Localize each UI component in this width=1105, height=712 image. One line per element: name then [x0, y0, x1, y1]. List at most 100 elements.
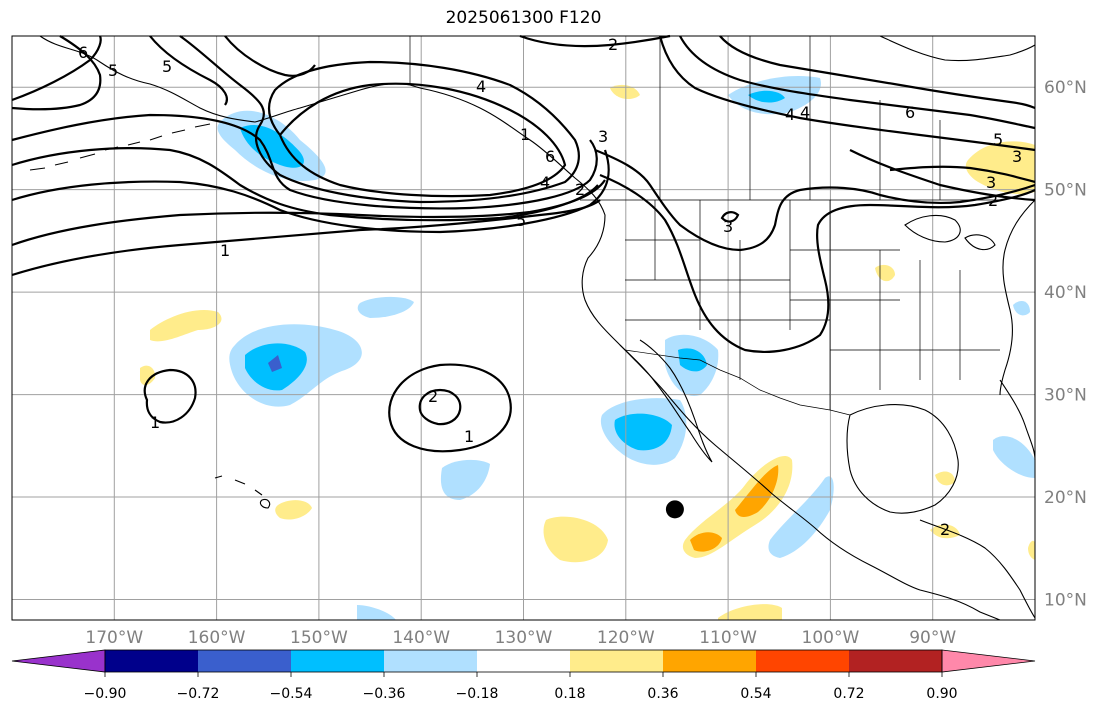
- contour-label: 6: [905, 103, 915, 122]
- colorbar-tick-label: −0.36: [363, 686, 406, 702]
- colorbar-segment: [570, 650, 664, 672]
- aleutian-islands: [29, 123, 211, 171]
- contour-line: [658, 35, 1036, 152]
- contour-label: 2: [608, 35, 618, 54]
- baja-peninsula: [619, 339, 713, 463]
- colorbar-segment: [384, 650, 478, 672]
- pos-anomaly-subtropical-2: [140, 365, 156, 386]
- neg-anomaly-small-2: [440, 459, 490, 500]
- contour-labels: 6 5 4 3 2 1 2 1 1 2 3 4 5 6 5 4 3 2 4 3 …: [78, 35, 1022, 539]
- contour-label: 4: [800, 103, 810, 122]
- map-title: 2025061300 F120: [445, 8, 602, 28]
- storm-center-marker: [665, 500, 684, 519]
- contour-line: [599, 173, 1036, 353]
- pos-anomaly-subtropical-1: [150, 310, 222, 342]
- longitude-tick-label: 90°W: [909, 628, 956, 648]
- contour-label: 3: [723, 217, 733, 236]
- contour-line: [594, 148, 1036, 252]
- neg-anomaly-gulf: [993, 436, 1035, 478]
- map-frame: [11, 35, 1036, 621]
- colorbar-segment: [477, 650, 571, 672]
- longitude-tick-label: 140°W: [392, 628, 450, 648]
- latitude-tick-label: 20°N: [1044, 488, 1087, 508]
- pos-anomaly-mexico-coast-core: [735, 465, 779, 517]
- colorbar-tick-label: −0.90: [84, 686, 127, 702]
- contour-line: [179, 35, 580, 204]
- height-contours: [11, 34, 1036, 453]
- contour-low-2-outer: [388, 363, 512, 453]
- florida-coast: [999, 379, 1036, 461]
- colorbar-tick-label: 0.90: [926, 686, 957, 702]
- longitude-tick-label: 150°W: [290, 628, 348, 648]
- contour-line: [11, 35, 102, 111]
- contour-label: 3: [598, 127, 608, 146]
- colorbar-segment: [663, 650, 757, 672]
- contour-label: 5: [516, 211, 526, 230]
- colorbar-segment: [198, 650, 292, 672]
- pos-anomaly-edge: [1028, 540, 1035, 560]
- pos-anomaly-caribbean: [930, 524, 960, 539]
- longitude-tick-label: 170°W: [85, 628, 143, 648]
- neg-anomaly-small-1: [357, 296, 414, 318]
- longitude-labels: 170°W 160°W 150°W 140°W 130°W 120°W 110°W 100°W…: [85, 628, 956, 648]
- contour-label: 3: [986, 173, 996, 192]
- contour-label: 6: [78, 43, 88, 62]
- contour-label: 1: [520, 125, 530, 144]
- colorbar-segment: [756, 650, 850, 672]
- colorbar-tick-label: 0.54: [740, 686, 771, 702]
- colorbar-outline: [104, 649, 943, 673]
- great-lakes: [904, 214, 996, 251]
- neg-anomaly-baja-west-core: [614, 413, 672, 451]
- pos-anomaly-nw-mexico: [610, 84, 640, 100]
- contour-label: 2: [428, 387, 438, 406]
- contour-line: [679, 35, 1036, 130]
- contour-line: [11, 147, 599, 222]
- colorbar: [11, 649, 1036, 673]
- contour-line: [889, 165, 1036, 184]
- contour-label: 4: [540, 173, 550, 192]
- neg-anomaly-gulf-california-core: [678, 348, 707, 372]
- hawaii-islands: [214, 475, 271, 509]
- hudson-bay-coast: [879, 35, 1036, 62]
- longitude-tick-label: 160°W: [188, 628, 246, 648]
- neg-anomaly-central-pacific-peak: [268, 355, 282, 372]
- longitude-tick-label: 120°W: [597, 628, 655, 648]
- contour-line: [11, 113, 598, 210]
- colorbar-tick-label: −0.72: [177, 686, 220, 702]
- neg-anomaly-south: [357, 605, 396, 620]
- contour-line: [224, 35, 316, 77]
- east-coast: [999, 199, 1036, 396]
- pos-anomaly-hawaii: [275, 500, 312, 520]
- contour-label: 5: [108, 61, 118, 80]
- canada-provinces: [659, 36, 941, 200]
- contour-high-3: [720, 211, 740, 223]
- contour-label: 3: [1012, 147, 1022, 166]
- contour-label: 5: [993, 130, 1003, 149]
- longitude-tick-label: 130°W: [495, 628, 553, 648]
- contour-label: 2: [988, 191, 998, 210]
- pos-anomaly-plains: [875, 264, 895, 282]
- colorbar-tick-label: 0.72: [833, 686, 864, 702]
- latitude-tick-label: 40°N: [1044, 283, 1087, 303]
- longitude-tick-label: 100°W: [802, 628, 860, 648]
- colorbar-tick-labels: −0.90 −0.72 −0.54 −0.36 −0.18 0.18 0.36 0.54 0.7…: [84, 672, 958, 702]
- contour-line: [11, 149, 610, 234]
- contour-label: 1: [150, 413, 160, 432]
- colorbar-tick-label: 0.36: [647, 686, 678, 702]
- central-america-coast: [919, 519, 1036, 619]
- pos-anomaly-east-pacific: [543, 516, 608, 563]
- contour-line: [11, 199, 601, 277]
- pos-anomaly-mexico-coast-core-2: [690, 532, 722, 552]
- contour-label: 6: [545, 147, 555, 166]
- colorbar-tick-label: −0.54: [270, 686, 313, 702]
- contour-label: 1: [464, 427, 474, 446]
- latitude-labels: 60°N 50°N 40°N 30°N 20°N 10°N: [1044, 78, 1087, 610]
- contour-line: [849, 149, 1036, 202]
- us-state-lines: [625, 200, 1000, 410]
- gulf-of-mexico-coast: [846, 404, 959, 514]
- political-borders: [409, 36, 1000, 416]
- contour-line: [278, 82, 567, 198]
- latitude-tick-label: 10°N: [1044, 591, 1087, 611]
- pos-anomaly-yucatan: [935, 471, 955, 486]
